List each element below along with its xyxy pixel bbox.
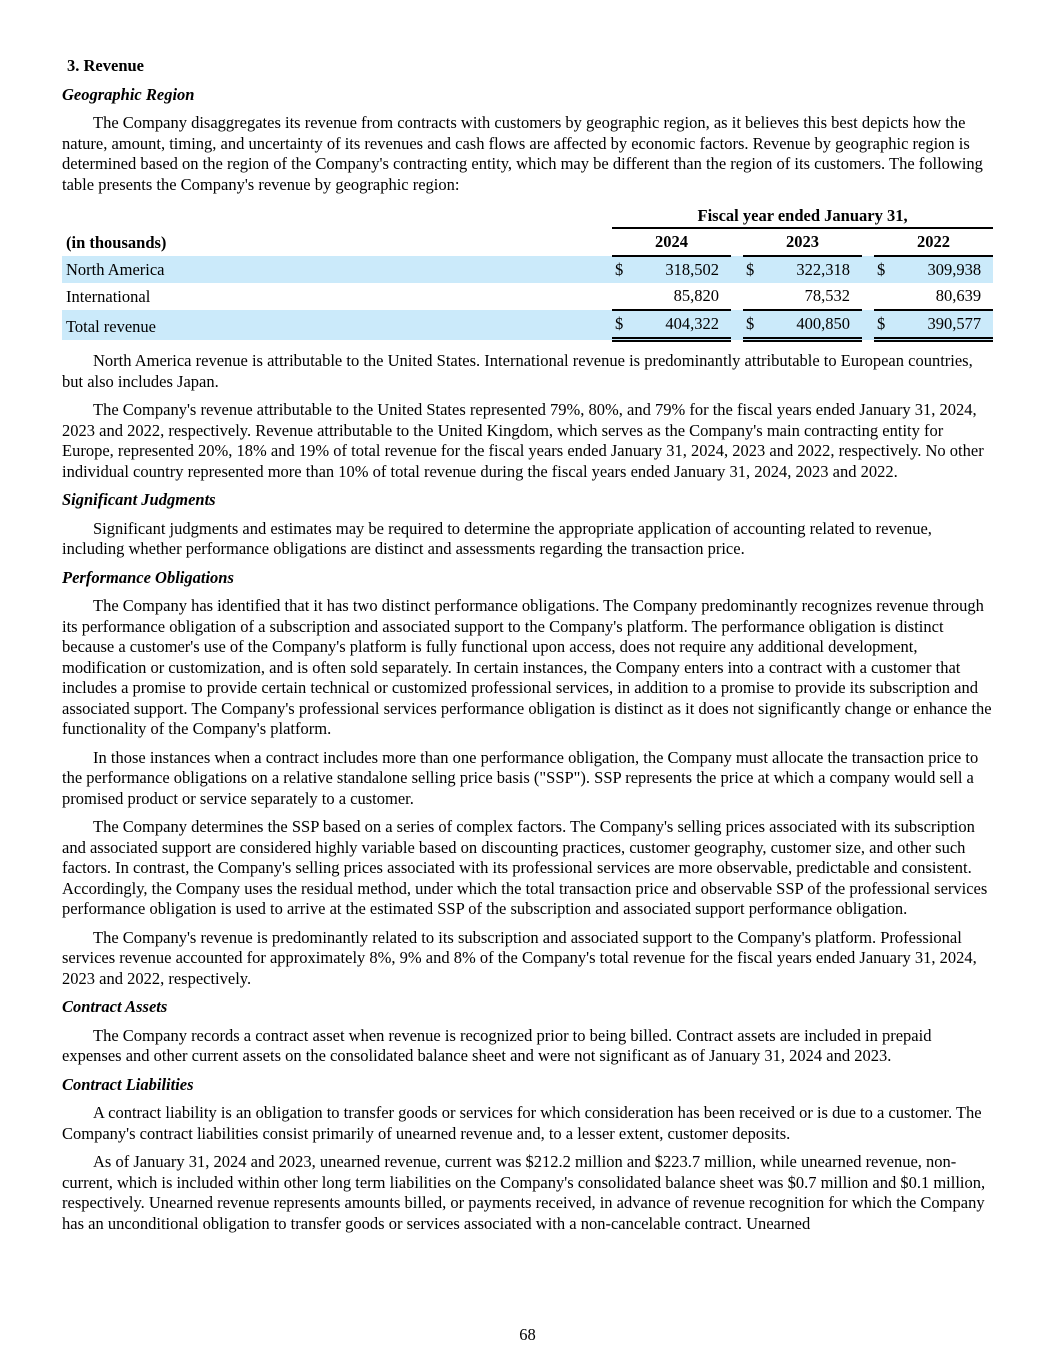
cell-value: 309,938 bbox=[927, 260, 982, 279]
table-corner-cell bbox=[62, 203, 612, 228]
year-header-2022: 2022 bbox=[874, 228, 994, 257]
cell-value: 78,532 bbox=[765, 283, 862, 311]
currency-symbol: $ bbox=[874, 310, 896, 342]
revenue-by-region-table: Fiscal year ended January 31, (in thousa… bbox=[62, 203, 994, 342]
heading-geographic-region: Geographic Region bbox=[62, 84, 195, 104]
row-label: North America bbox=[66, 260, 165, 279]
year-header-2024: 2024 bbox=[612, 228, 731, 257]
cell-value: 318,502 bbox=[665, 260, 719, 279]
cell-value: 404,322 bbox=[634, 310, 731, 342]
table-row-total-revenue: Total revenue $ 404,322 $ 400,850 $ 390,… bbox=[62, 310, 994, 342]
row-label: Total revenue bbox=[66, 316, 157, 336]
table-row-north-america: North America $ 318,502 $ 322,318 $ 309,… bbox=[62, 256, 994, 283]
cell-value: 390,577 bbox=[896, 310, 994, 342]
currency-cell-empty bbox=[743, 283, 765, 311]
table-row-international: International 85,820 78,532 80,639 bbox=[62, 283, 994, 311]
currency-symbol: $ bbox=[877, 260, 886, 279]
table-gap bbox=[731, 256, 743, 283]
table-gap bbox=[731, 310, 743, 340]
paragraph-geo-percentages: The Company's revenue attributable to th… bbox=[62, 400, 984, 481]
paragraph-performance-obligations-2: In those instances when a contract inclu… bbox=[62, 747, 979, 808]
table-gap bbox=[862, 283, 874, 310]
table-title: Fiscal year ended January 31, bbox=[612, 203, 994, 229]
table-gap bbox=[862, 228, 874, 256]
cell-value: 80,639 bbox=[896, 283, 994, 311]
heading-contract-assets: Contract Assets bbox=[62, 997, 168, 1016]
paragraph-significant-judgments: Significant judgments and estimates may … bbox=[62, 518, 932, 559]
currency-symbol: $ bbox=[612, 310, 634, 342]
paragraph-contract-liabilities-1: A contract liability is an obligation to… bbox=[62, 1103, 982, 1143]
table-gap bbox=[862, 256, 874, 283]
currency-cell-empty bbox=[874, 283, 896, 311]
section-title: 3. Revenue bbox=[67, 56, 144, 75]
cell-value: 322,318 bbox=[796, 260, 850, 279]
units-label: (in thousands) bbox=[66, 233, 167, 252]
heading-contract-liabilities: Contract Liabilities bbox=[62, 1074, 194, 1094]
page-number: 68 bbox=[519, 1324, 536, 1344]
table-gap bbox=[731, 283, 743, 310]
table-year-header-row: (in thousands) 2024 2023 2022 bbox=[62, 228, 994, 257]
table-gap bbox=[731, 228, 743, 256]
paragraph-geo-attribution: North America revenue is attributable to… bbox=[62, 351, 973, 391]
row-label: International bbox=[66, 287, 151, 306]
cell-value: 400,850 bbox=[765, 310, 862, 342]
currency-symbol: $ bbox=[746, 260, 755, 279]
heading-significant-judgments: Significant Judgments bbox=[62, 490, 216, 509]
paragraph-performance-obligations-4: The Company's revenue is predominantly r… bbox=[62, 927, 977, 988]
paragraph-performance-obligations-3: The Company determines the SSP based on … bbox=[62, 817, 988, 918]
cell-value: 85,820 bbox=[634, 283, 731, 311]
table-gap bbox=[862, 310, 874, 340]
paragraph-geographic-intro: The Company disaggregates its revenue fr… bbox=[62, 113, 983, 194]
paragraph-contract-liabilities-2: As of January 31, 2024 and 2023, unearne… bbox=[62, 1152, 986, 1233]
currency-cell-empty bbox=[612, 283, 634, 311]
paragraph-contract-assets: The Company records a contract asset whe… bbox=[62, 1025, 932, 1066]
currency-symbol: $ bbox=[743, 310, 765, 342]
paragraph-performance-obligations-1: The Company has identified that it has t… bbox=[62, 596, 992, 738]
currency-symbol: $ bbox=[615, 260, 624, 279]
table-span-header-row: Fiscal year ended January 31, bbox=[62, 203, 994, 229]
year-header-2023: 2023 bbox=[743, 228, 862, 257]
heading-performance-obligations: Performance Obligations bbox=[62, 567, 234, 587]
